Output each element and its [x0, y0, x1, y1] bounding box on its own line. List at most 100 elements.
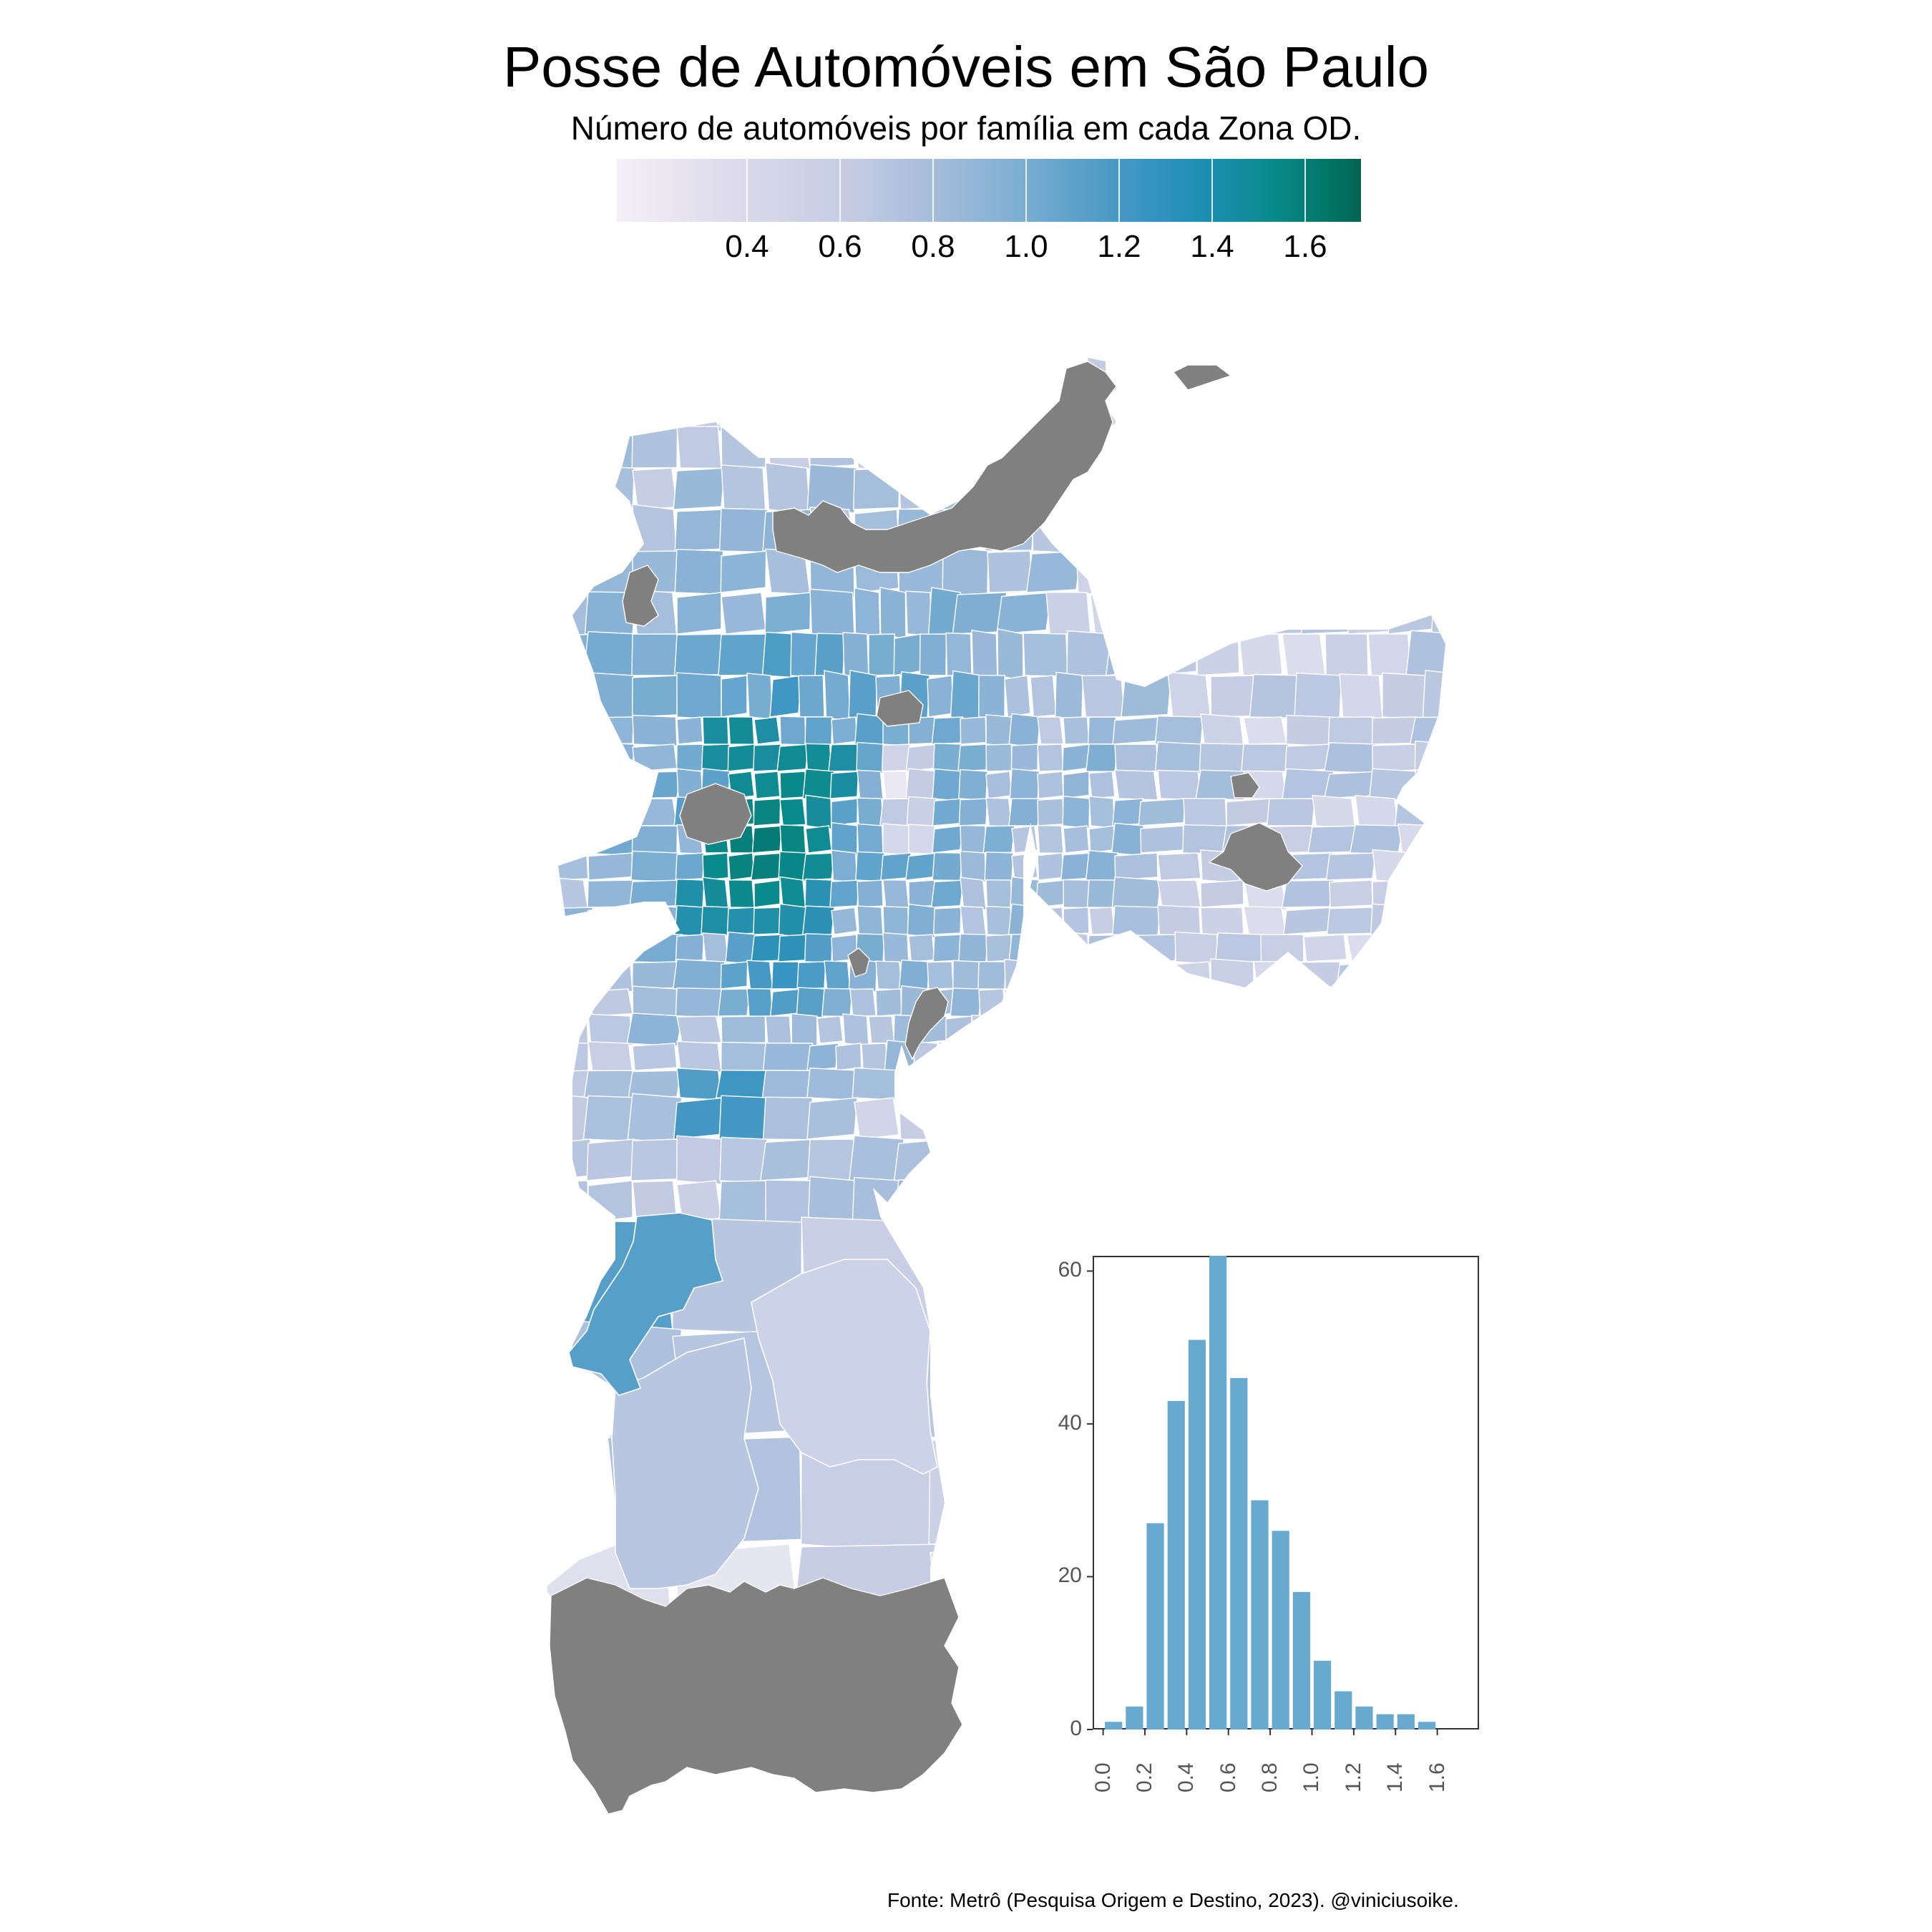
od-zone — [854, 422, 899, 472]
od-zone — [806, 1043, 839, 1071]
od-zone — [586, 741, 635, 774]
od-zone — [960, 877, 987, 911]
od-zone — [809, 358, 855, 386]
y-axis-tick-label: 40 — [1058, 1410, 1082, 1435]
od-zone — [720, 961, 748, 990]
od-zone — [1331, 1070, 1380, 1098]
od-zone — [544, 743, 589, 772]
od-zone — [1416, 549, 1445, 595]
od-zone — [1140, 825, 1184, 854]
od-zone — [1397, 823, 1442, 856]
od-zone — [1289, 509, 1335, 552]
od-zone — [765, 358, 811, 386]
od-zone — [721, 675, 748, 718]
od-zone — [544, 633, 594, 676]
x-axis-tick-label: 0.0 — [1091, 1762, 1115, 1792]
od-zone — [1380, 959, 1428, 992]
od-zone — [1294, 672, 1342, 721]
od-zone — [544, 823, 589, 856]
od-zone — [983, 358, 1036, 389]
od-zone — [727, 743, 756, 772]
od-zone — [1387, 592, 1438, 635]
od-zone — [982, 825, 1015, 854]
x-axis-tick-label: 0.8 — [1258, 1762, 1282, 1792]
od-zone — [568, 1212, 724, 1396]
od-zone — [985, 1043, 1040, 1071]
legend-tick-label: 1.4 — [1190, 229, 1234, 264]
od-zone — [952, 960, 980, 991]
od-zone — [717, 988, 751, 1017]
od-zone — [544, 876, 589, 912]
od-zone — [1290, 381, 1335, 431]
od-zone — [587, 1180, 633, 1223]
od-zone — [1372, 743, 1416, 772]
od-zone — [1075, 546, 1120, 597]
od-zone — [1415, 384, 1445, 427]
od-zone — [1204, 509, 1249, 552]
od-zone — [931, 716, 964, 745]
od-zone — [806, 464, 858, 514]
od-zone — [1113, 1092, 1168, 1145]
od-zone — [857, 797, 884, 827]
od-zone — [1247, 384, 1292, 427]
od-zone — [1037, 824, 1064, 854]
od-zone — [721, 426, 766, 469]
od-zone — [1025, 550, 1083, 593]
od-zone — [1199, 1138, 1254, 1182]
od-zone — [1332, 467, 1379, 510]
od-zone — [1430, 592, 1445, 635]
od-zone — [1201, 467, 1252, 510]
od-zone — [958, 933, 988, 963]
od-zone — [1452, 1016, 1500, 1043]
od-zone — [1240, 743, 1290, 772]
od-zone — [1246, 358, 1293, 386]
od-zone — [1010, 743, 1039, 772]
y-axis-tick-label: 20 — [1058, 1563, 1082, 1588]
od-zone — [1045, 591, 1091, 635]
od-zone — [1435, 798, 1445, 826]
od-zone — [908, 824, 935, 855]
od-zone — [1458, 771, 1501, 799]
od-zone — [857, 879, 884, 908]
od-zone — [978, 988, 1005, 1017]
legend-tick — [839, 159, 841, 222]
od-zone — [1303, 934, 1347, 962]
od-zone — [587, 879, 634, 908]
od-zone — [1063, 771, 1090, 799]
od-zone — [1138, 988, 1191, 1017]
x-axis-tick-label: 0.6 — [1216, 1762, 1240, 1792]
od-zone — [1182, 824, 1228, 855]
od-zone — [1157, 852, 1201, 881]
od-zone — [630, 904, 679, 938]
od-zone — [544, 794, 589, 830]
od-zone — [1030, 1180, 1078, 1223]
od-zone — [1418, 1180, 1445, 1223]
od-zone — [1346, 934, 1390, 962]
od-zone — [728, 879, 755, 909]
od-zone — [960, 716, 987, 745]
od-zone — [1387, 930, 1435, 966]
od-zone — [585, 465, 635, 512]
legend-tick-label: 1.0 — [1004, 229, 1048, 264]
od-zone — [1011, 825, 1038, 854]
od-zone — [764, 592, 811, 635]
od-zone — [582, 822, 639, 857]
od-zone — [1112, 798, 1143, 826]
od-zone — [544, 467, 589, 510]
od-zone — [1075, 1180, 1120, 1223]
od-zone — [1415, 508, 1445, 552]
od-zone — [941, 1180, 990, 1223]
od-zone — [728, 716, 755, 745]
od-zone — [1244, 1179, 1295, 1224]
no-data-area — [904, 987, 949, 1060]
od-zone — [861, 1043, 888, 1071]
od-zone — [584, 509, 637, 552]
od-zone — [908, 934, 935, 962]
od-zone — [801, 852, 836, 881]
od-zone — [1159, 464, 1208, 514]
od-zone — [1063, 716, 1090, 745]
od-zone — [1118, 463, 1163, 514]
od-zone — [1422, 670, 1445, 723]
od-zone — [893, 1138, 949, 1181]
od-zone — [676, 592, 722, 635]
